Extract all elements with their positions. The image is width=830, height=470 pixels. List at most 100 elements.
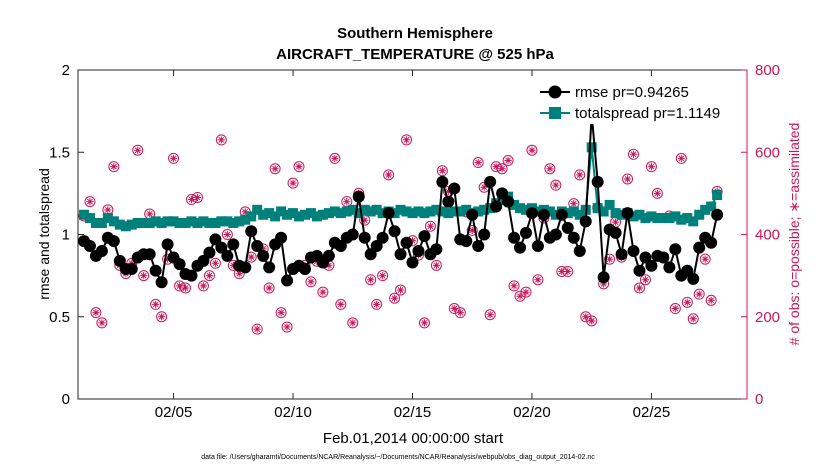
obs-possible-circle bbox=[209, 257, 221, 269]
obs-possible-circle bbox=[430, 259, 442, 271]
rmse-point bbox=[376, 231, 389, 244]
totalspread-point bbox=[520, 204, 531, 215]
obs-count-marker bbox=[550, 179, 562, 191]
rmse-point bbox=[149, 264, 162, 277]
rmse-point bbox=[334, 240, 347, 253]
obs-possible-circle bbox=[574, 169, 586, 181]
obs-assimilated-asterisk bbox=[175, 282, 184, 290]
obs-possible-circle bbox=[508, 280, 520, 292]
obs-possible-circle bbox=[180, 282, 192, 294]
obs-possible-circle bbox=[293, 161, 305, 173]
rmse-point bbox=[555, 208, 568, 221]
obs-count-marker bbox=[293, 161, 305, 173]
obs-assimilated-asterisk bbox=[104, 206, 112, 214]
obs-assimilated-asterisk bbox=[552, 181, 560, 189]
totalspread-point bbox=[323, 208, 334, 219]
obs-count-marker bbox=[132, 144, 144, 156]
obs-possible-circle bbox=[687, 313, 699, 325]
totalspread-point bbox=[294, 211, 305, 222]
totalspread-point bbox=[532, 206, 543, 217]
rmse-point bbox=[107, 235, 120, 248]
obs-assimilated-asterisk bbox=[653, 189, 662, 197]
rmse-series bbox=[77, 108, 724, 289]
rmse-point bbox=[519, 226, 532, 239]
obs-count-marker bbox=[490, 161, 502, 173]
rmse-point bbox=[567, 231, 580, 244]
obs-assimilated-asterisk bbox=[498, 165, 506, 173]
rmse-point bbox=[448, 182, 461, 195]
rmse-point bbox=[460, 235, 473, 248]
obs-count-marker bbox=[520, 286, 532, 298]
obs-count-marker bbox=[359, 214, 371, 226]
obs-count-marker bbox=[454, 307, 466, 319]
totalspread-point bbox=[192, 217, 203, 228]
totalspread-point bbox=[252, 204, 263, 215]
totalspread-series bbox=[78, 142, 723, 232]
obs-count-marker bbox=[484, 309, 496, 321]
y-tick-label-left: 1 bbox=[62, 227, 70, 244]
obs-assimilated-asterisk bbox=[623, 175, 632, 183]
totalspread-point bbox=[317, 209, 328, 220]
y-axis-label-right: # of obs: o=possible; ∗=assimilated bbox=[786, 123, 802, 346]
obs-assimilated-asterisk bbox=[480, 183, 488, 191]
obs-assimilated-asterisk bbox=[510, 282, 518, 290]
obs-assimilated-asterisk bbox=[486, 311, 494, 319]
rmse-point bbox=[466, 208, 479, 221]
obs-count-marker bbox=[251, 323, 263, 335]
rmse-point bbox=[281, 274, 294, 287]
obs-assimilated-asterisk bbox=[259, 245, 267, 253]
rmse-point bbox=[579, 215, 592, 228]
totalspread-point bbox=[156, 217, 167, 228]
totalspread-point bbox=[270, 211, 281, 222]
totalspread-point bbox=[126, 219, 137, 230]
obs-possible-circle bbox=[484, 309, 496, 321]
totalspread-point bbox=[586, 142, 597, 153]
rmse-point bbox=[322, 249, 335, 262]
totalspread-point bbox=[198, 216, 209, 227]
totalspread-point bbox=[497, 194, 508, 205]
rmse-point bbox=[382, 207, 395, 220]
obs-possible-circle bbox=[203, 270, 215, 282]
totalspread-point bbox=[688, 216, 699, 227]
obs-assimilated-asterisk bbox=[373, 300, 381, 309]
obs-count-marker bbox=[586, 315, 598, 327]
obs-possible-circle bbox=[263, 282, 275, 294]
rmse-point bbox=[496, 187, 509, 200]
rmse-point bbox=[681, 264, 694, 277]
totalspread-point bbox=[168, 216, 179, 227]
rmse-point bbox=[95, 244, 108, 257]
obs-assimilated-asterisk bbox=[343, 198, 351, 206]
obs-count-marker bbox=[96, 317, 108, 329]
obs-assimilated-asterisk bbox=[307, 278, 315, 286]
obs-assimilated-asterisk bbox=[438, 167, 446, 175]
totalspread-point bbox=[240, 214, 251, 225]
totalspread-point bbox=[437, 206, 448, 217]
rmse-point bbox=[173, 258, 186, 271]
obs-count-marker bbox=[687, 313, 699, 325]
obs-count-marker bbox=[317, 286, 329, 298]
obs-count-marker bbox=[84, 196, 96, 208]
totalspread-point bbox=[694, 209, 705, 220]
rmse-point bbox=[711, 208, 724, 221]
rmse-point bbox=[525, 207, 538, 220]
obs-count-marker bbox=[436, 165, 448, 177]
obs-possible-circle bbox=[221, 229, 233, 240]
totalspread-point bbox=[509, 199, 520, 210]
obs-possible-circle bbox=[675, 152, 687, 164]
obs-count-marker bbox=[514, 290, 526, 302]
totalspread-point bbox=[461, 204, 472, 215]
obs-assimilated-asterisk bbox=[98, 319, 106, 327]
rmse-point bbox=[364, 248, 377, 261]
obs-count-marker bbox=[574, 169, 586, 181]
rmse-point bbox=[275, 231, 288, 244]
obs-assimilated-asterisk bbox=[379, 272, 387, 280]
rmse-point bbox=[203, 246, 216, 259]
obs-assimilated-asterisk bbox=[468, 226, 476, 234]
rmse-point bbox=[490, 200, 503, 213]
totalspread-point bbox=[282, 209, 293, 220]
obs-assimilated-asterisk bbox=[134, 146, 142, 154]
totalspread-point bbox=[359, 204, 370, 215]
obs-assimilated-asterisk bbox=[671, 304, 679, 313]
obs-possible-circle bbox=[699, 253, 711, 265]
obs-assimilated-asterisk bbox=[140, 272, 148, 280]
